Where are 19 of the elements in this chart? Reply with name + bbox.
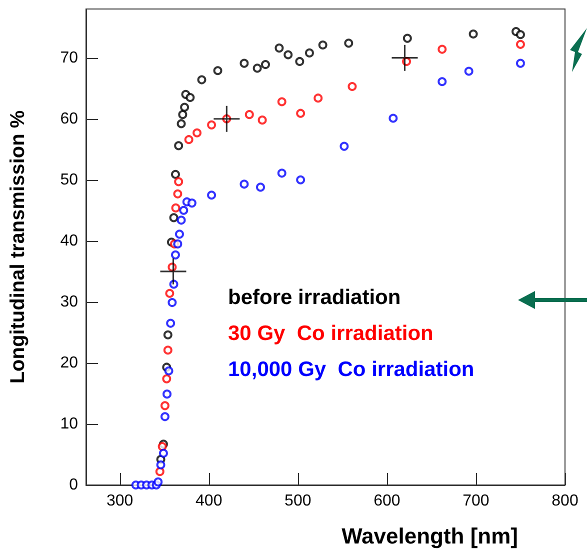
y-axis-title: Longitudinal transmission % (7, 110, 29, 384)
x-tick-label: 600 (374, 492, 400, 510)
text: 30 Gy Co irradiation (228, 322, 434, 345)
y-tick-label: 40 (60, 232, 78, 250)
text: 10,000 Gy Co irradiation (228, 358, 474, 381)
x-tick-label: 500 (284, 492, 312, 510)
y-tick-label: 70 (60, 49, 78, 66)
y-tick-label: 60 (60, 110, 78, 128)
x-tick-label: 400 (196, 492, 222, 510)
x-axis-title: Wavelength [nm] (342, 524, 518, 548)
y-tick-label: 0 (69, 476, 78, 494)
x-tick-label: 300 (106, 492, 134, 510)
x-tick-label: 800 (552, 492, 578, 510)
y-tick-label: 10 (60, 415, 78, 432)
y-tick-label: 50 (60, 171, 78, 188)
x-tick-label: 700 (462, 492, 490, 510)
y-tick-label: 20 (60, 354, 78, 372)
y-tick-label: 30 (60, 293, 78, 310)
text: before irradiation (228, 286, 401, 309)
